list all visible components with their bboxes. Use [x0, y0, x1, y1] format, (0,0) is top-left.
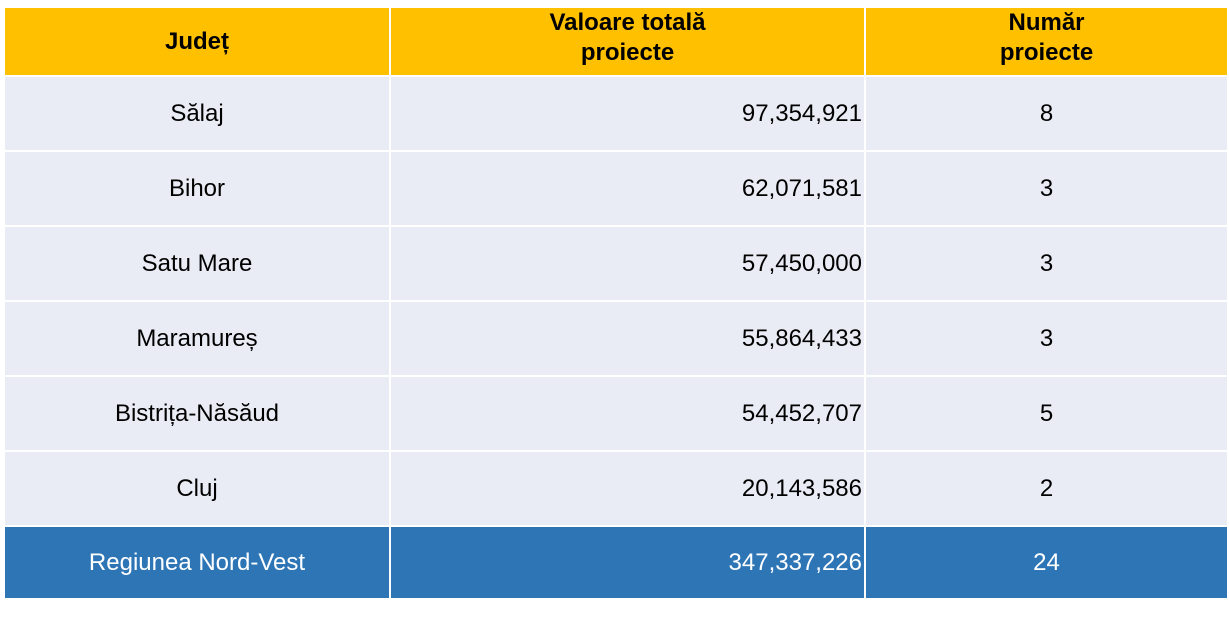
county-cell: Bistrița-Năsăud [3, 375, 391, 452]
header-county: Județ [3, 6, 391, 77]
count-cell: 3 [864, 150, 1229, 227]
table-row: Sălaj 97,354,921 8 [3, 75, 1229, 152]
header-project-count: Număr proiecte [864, 6, 1229, 77]
county-cell: Cluj [3, 450, 391, 527]
header-total-value-line2: proiecte [580, 38, 675, 66]
county-cell: Maramureș [3, 300, 391, 377]
value-cell: 57,450,000 [389, 225, 866, 302]
county-cell: Sălaj [3, 75, 391, 152]
value-cell: 97,354,921 [389, 75, 866, 152]
table-row: Maramureș 55,864,433 3 [3, 300, 1229, 377]
table-header-row: Județ Valoare totală proiecte Număr proi… [3, 6, 1229, 77]
total-region-cell: Regiunea Nord-Vest [3, 525, 391, 600]
county-cell: Bihor [3, 150, 391, 227]
header-county-label: Județ [164, 27, 229, 55]
value-cell: 54,452,707 [389, 375, 866, 452]
value-cell: 62,071,581 [389, 150, 866, 227]
header-project-count-line2: proiecte [999, 38, 1094, 66]
count-cell: 8 [864, 75, 1229, 152]
total-value-cell: 347,337,226 [389, 525, 866, 600]
header-project-count-line1: Număr [1008, 8, 1085, 36]
table-row: Bistrița-Năsăud 54,452,707 5 [3, 375, 1229, 452]
table-row: Satu Mare 57,450,000 3 [3, 225, 1229, 302]
header-total-value: Valoare totală proiecte [389, 6, 866, 77]
value-cell: 20,143,586 [389, 450, 866, 527]
header-total-value-line1: Valoare totală [549, 8, 706, 36]
count-cell: 3 [864, 225, 1229, 302]
count-cell: 2 [864, 450, 1229, 527]
count-cell: 3 [864, 300, 1229, 377]
table-row: Bihor 62,071,581 3 [3, 150, 1229, 227]
projects-by-county-table: Județ Valoare totală proiecte Număr proi… [3, 6, 1229, 600]
county-cell: Satu Mare [3, 225, 391, 302]
table-row: Cluj 20,143,586 2 [3, 450, 1229, 527]
count-cell: 5 [864, 375, 1229, 452]
value-cell: 55,864,433 [389, 300, 866, 377]
total-count-cell: 24 [864, 525, 1229, 600]
projects-table-container: Județ Valoare totală proiecte Număr proi… [3, 6, 1229, 600]
total-row: Regiunea Nord-Vest 347,337,226 24 [3, 525, 1229, 600]
